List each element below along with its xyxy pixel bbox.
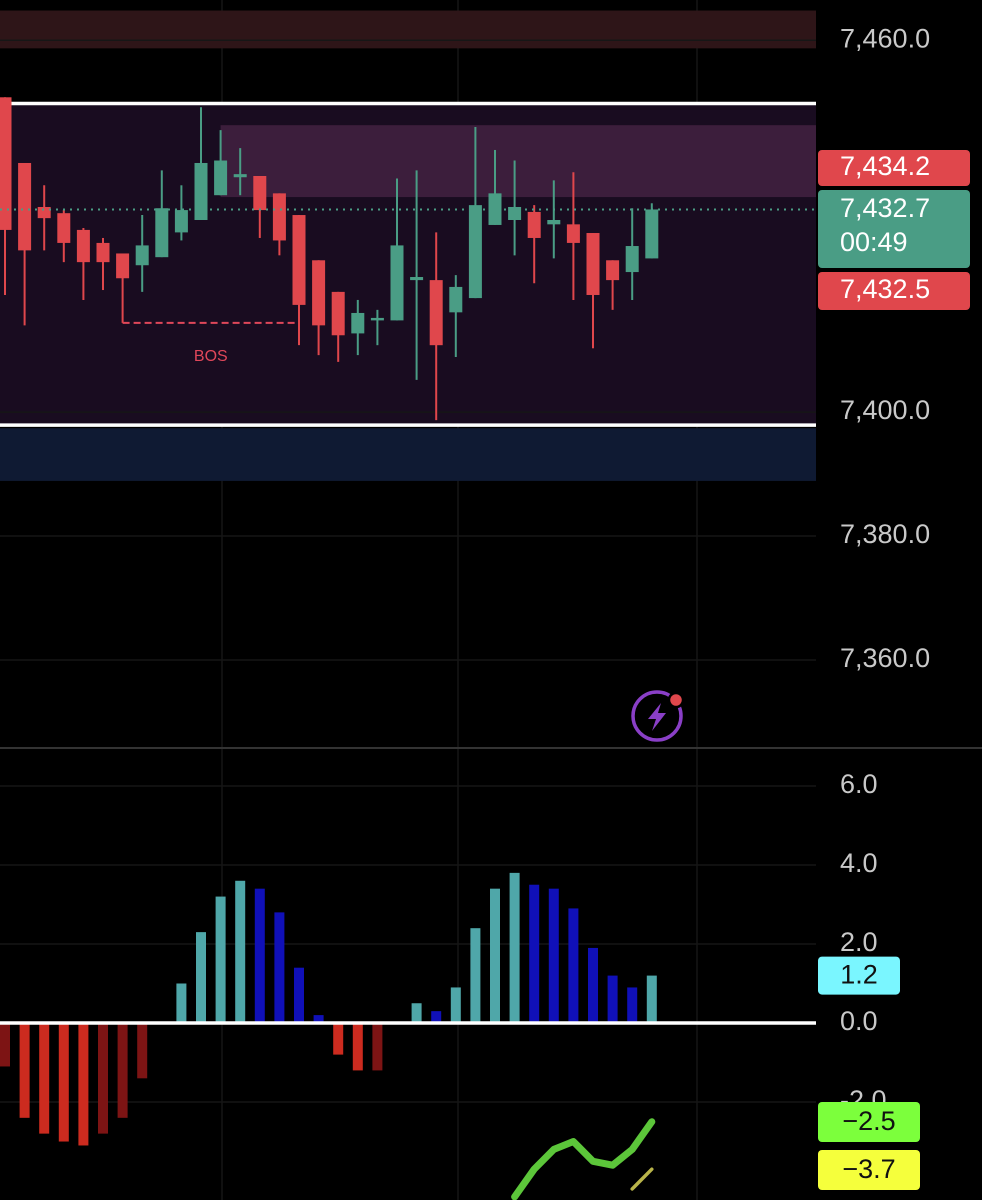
candle-body (625, 246, 639, 273)
histogram-bar (588, 947, 598, 1024)
value-label: 1.2 (840, 960, 878, 990)
histogram-bar (529, 884, 540, 1024)
histogram-bar (568, 908, 579, 1024)
y-tick-label: 7,380.0 (840, 519, 930, 549)
bos-label: BOS (194, 348, 228, 365)
candle-body (410, 277, 424, 281)
value-label: −2.5 (842, 1106, 895, 1136)
y-tick-label: 0.0 (840, 1006, 878, 1036)
candle-body (253, 176, 267, 211)
histogram-bar (372, 1023, 383, 1071)
candle-body (566, 224, 580, 243)
histogram-bar (607, 975, 618, 1024)
candle-body (351, 312, 365, 334)
candle-body (488, 193, 502, 225)
candle-body (57, 213, 71, 243)
value-label-box (818, 1150, 920, 1190)
histogram-bar (58, 1023, 69, 1142)
candle-body (370, 317, 384, 321)
histogram-bar (333, 1023, 344, 1055)
price-label: 7,434.2 (840, 151, 930, 181)
indicator-line (630, 1167, 654, 1191)
histogram-bar (646, 975, 657, 1024)
alert-ring (631, 690, 683, 742)
histogram-bar (137, 1023, 148, 1079)
histogram-bar (352, 1023, 363, 1071)
value-label-box (818, 1102, 920, 1142)
candle-body (606, 260, 620, 281)
histogram-bar (431, 1011, 442, 1024)
histogram-bar (117, 1023, 128, 1118)
candle-body (586, 233, 600, 295)
countdown: 00:49 (840, 227, 908, 257)
y-tick-label: 7,400.0 (840, 395, 930, 425)
candle-body (292, 215, 306, 305)
candle-body (96, 242, 110, 263)
histogram-bar (470, 928, 481, 1024)
alert-dot (667, 691, 685, 709)
histogram-bar (548, 888, 559, 1024)
candle-body (76, 229, 90, 263)
price-label: 7,432.5 (840, 274, 930, 304)
candle-body (214, 160, 228, 196)
value-label: −3.7 (842, 1154, 895, 1184)
histogram-bar (19, 1023, 30, 1118)
candle-body (174, 210, 188, 233)
candle-body (155, 208, 169, 258)
price-label: 7,432.7 (840, 193, 930, 223)
candle-body (468, 205, 482, 299)
candle-body (233, 174, 247, 178)
price-label-box (818, 272, 970, 310)
candle-body (194, 162, 208, 220)
histogram-bar (254, 888, 265, 1024)
histogram-bar (78, 1023, 89, 1146)
zone (0, 10, 816, 49)
candle-body (429, 280, 443, 346)
alert-bolt (648, 703, 666, 731)
candle-body (37, 206, 51, 219)
candle-body (527, 211, 541, 238)
candle-body (0, 97, 12, 230)
candle-body (331, 291, 345, 336)
histogram-bar (235, 880, 246, 1024)
histogram-bar (411, 1003, 422, 1024)
zone (0, 428, 816, 481)
y-tick-label: 6.0 (840, 769, 878, 799)
y-tick-label: 7,360.0 (840, 643, 930, 673)
candle-body (272, 193, 286, 241)
candle-body (390, 245, 404, 321)
histogram-bar (98, 1023, 108, 1134)
price-label-box (818, 150, 970, 186)
candle-body (116, 253, 130, 279)
histogram-bar (450, 987, 461, 1024)
alert-icon[interactable] (631, 690, 685, 742)
y-tick-label: 7,460.0 (840, 23, 930, 53)
indicator-line (511, 1118, 656, 1200)
price-label-box (818, 190, 970, 268)
histogram-bar (39, 1023, 50, 1134)
value-label-box (818, 956, 900, 995)
candle-body (312, 260, 326, 326)
candle-body (135, 245, 149, 266)
histogram-bar (313, 1015, 324, 1024)
candle-body (547, 220, 561, 225)
histogram-bar (627, 987, 638, 1024)
candle-body (449, 286, 463, 313)
candle-body (645, 209, 659, 259)
histogram-bar (490, 888, 500, 1024)
histogram-bar (274, 912, 285, 1024)
histogram-bar (215, 896, 226, 1024)
histogram-bar (196, 932, 206, 1024)
y-tick-label: 2.0 (840, 927, 878, 957)
y-tick-label: 4.0 (840, 848, 878, 878)
histogram-bar (509, 872, 520, 1024)
histogram-bar (176, 983, 187, 1024)
histogram-bar (294, 967, 304, 1024)
zone (220, 125, 817, 198)
candle-body (18, 162, 32, 251)
histogram-bar (0, 1023, 10, 1067)
